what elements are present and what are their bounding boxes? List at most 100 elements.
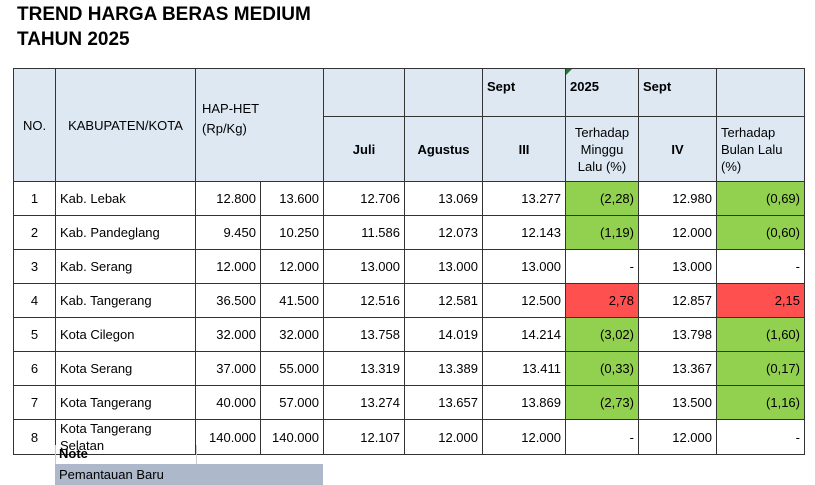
row-het: 55.000 bbox=[260, 351, 324, 386]
row-agustus: 13.069 bbox=[404, 181, 483, 216]
row-hap: 12.800 bbox=[195, 181, 261, 216]
header-hap-label: HAP-HET bbox=[202, 101, 260, 116]
row-change-month: - bbox=[716, 249, 805, 284]
row-juli: 12.706 bbox=[323, 181, 405, 216]
table-row: 6 Kota Serang 37.000 55.000 13.319 13.389 13.4… bbox=[13, 351, 805, 386]
row-name: Kota Tangerang bbox=[55, 385, 196, 420]
row-number: 4 bbox=[13, 283, 56, 318]
row-het: 140.000 bbox=[260, 419, 324, 455]
row-juli: 13.274 bbox=[323, 385, 405, 420]
row-change-week: (0,33) bbox=[565, 351, 639, 386]
row-week4: 12.000 bbox=[638, 215, 717, 250]
row-het: 10.250 bbox=[260, 215, 324, 250]
row-agustus: 13.657 bbox=[404, 385, 483, 420]
page-title: TREND HARGA BERAS MEDIUM TAHUN 2025 bbox=[17, 2, 311, 52]
row-name: Kab. Tangerang bbox=[55, 283, 196, 318]
row-name: Kab. Lebak bbox=[55, 181, 196, 216]
row-number: 5 bbox=[13, 317, 56, 352]
table-row: 8 Kota Tangerang Selatan 140.000 140.000 12.… bbox=[13, 419, 805, 455]
row-change-week: - bbox=[565, 419, 639, 455]
row-hap: 37.000 bbox=[195, 351, 261, 386]
row-hap: 32.000 bbox=[195, 317, 261, 352]
row-week4: 13.367 bbox=[638, 351, 717, 386]
row-week3: 14.214 bbox=[482, 317, 566, 352]
title-line-2: TAHUN 2025 bbox=[17, 29, 130, 50]
table-row: 2 Kab. Pandeglang 9.450 10.250 11.586 12.073 1… bbox=[13, 215, 805, 250]
row-agustus: 12.581 bbox=[404, 283, 483, 318]
row-change-week: (3,02) bbox=[565, 317, 639, 352]
header-minggu-lalu: Terhadap Minggu Lalu (%) bbox=[565, 116, 639, 182]
row-name: Kota Tangerang Selatan bbox=[55, 419, 196, 455]
row-change-month: (0,60) bbox=[716, 215, 805, 250]
header-row-1: NO. KABUPATEN/KOTA HAP-HET (Rp/Kg) Sept … bbox=[13, 68, 805, 182]
header-blank-2 bbox=[404, 68, 483, 117]
row-het: 13.600 bbox=[260, 181, 324, 216]
row-change-month: (1,60) bbox=[716, 317, 805, 352]
row-change-month: - bbox=[716, 419, 805, 455]
header-juli: Juli bbox=[323, 116, 405, 182]
comment-marker bbox=[566, 69, 572, 75]
row-agustus: 13.000 bbox=[404, 249, 483, 284]
row-number: 3 bbox=[13, 249, 56, 284]
header-blank-3 bbox=[716, 68, 805, 117]
row-name: Kota Cilegon bbox=[55, 317, 196, 352]
row-week3: 13.000 bbox=[482, 249, 566, 284]
row-week3: 12.500 bbox=[482, 283, 566, 318]
row-week3: 13.411 bbox=[482, 351, 566, 386]
header-year: 2025 bbox=[565, 68, 639, 117]
header-hap-het: HAP-HET (Rp/Kg) bbox=[195, 68, 324, 182]
header-week3: III bbox=[482, 116, 566, 182]
row-het: 32.000 bbox=[260, 317, 324, 352]
row-juli: 11.586 bbox=[323, 215, 405, 250]
row-week4: 12.000 bbox=[638, 419, 717, 455]
row-change-month: (1,16) bbox=[716, 385, 805, 420]
row-het: 57.000 bbox=[260, 385, 324, 420]
row-change-week: (2,28) bbox=[565, 181, 639, 216]
header-kabupaten: KABUPATEN/KOTA bbox=[55, 68, 196, 182]
row-week4: 13.000 bbox=[638, 249, 717, 284]
header-year-label: 2025 bbox=[570, 79, 599, 94]
row-change-month: 2,15 bbox=[716, 283, 805, 318]
row-week3: 13.869 bbox=[482, 385, 566, 420]
row-juli: 12.516 bbox=[323, 283, 405, 318]
row-week4: 12.857 bbox=[638, 283, 717, 318]
row-name: Kota Serang bbox=[55, 351, 196, 386]
row-het: 12.000 bbox=[260, 249, 324, 284]
row-juli: 13.319 bbox=[323, 351, 405, 386]
table-row: 5 Kota Cilegon 32.000 32.000 13.758 14.019 14.… bbox=[13, 317, 805, 352]
header-bulan-lalu: Terhadap Bulan Lalu (%) bbox=[716, 116, 805, 182]
row-number: 1 bbox=[13, 181, 56, 216]
row-name: Kab. Pandeglang bbox=[55, 215, 196, 250]
title-line-1: TREND HARGA BERAS MEDIUM bbox=[17, 4, 311, 25]
row-agustus: 13.389 bbox=[404, 351, 483, 386]
row-name: Kab. Serang bbox=[55, 249, 196, 284]
row-number: 7 bbox=[13, 385, 56, 420]
row-change-week: - bbox=[565, 249, 639, 284]
row-juli: 13.758 bbox=[323, 317, 405, 352]
row-week3: 12.000 bbox=[482, 419, 566, 455]
row-week3: 13.277 bbox=[482, 181, 566, 216]
legend-label: Pemantauan Baru bbox=[59, 467, 164, 482]
row-number: 6 bbox=[13, 351, 56, 386]
row-agustus: 12.073 bbox=[404, 215, 483, 250]
row-change-week: (1,19) bbox=[565, 215, 639, 250]
row-change-week: (2,73) bbox=[565, 385, 639, 420]
header-no: NO. bbox=[13, 68, 56, 182]
legend-pemantauan-baru: Pemantauan Baru bbox=[55, 464, 323, 485]
table-row: 3 Kab. Serang 12.000 12.000 13.000 13.000 13.0… bbox=[13, 249, 805, 284]
row-week4: 13.500 bbox=[638, 385, 717, 420]
row-hap: 9.450 bbox=[195, 215, 261, 250]
header-agustus: Agustus bbox=[404, 116, 483, 182]
row-hap: 140.000 bbox=[195, 419, 261, 455]
header-week4: IV bbox=[638, 116, 717, 182]
row-number: 8 bbox=[13, 419, 56, 455]
row-hap: 36.500 bbox=[195, 283, 261, 318]
row-hap: 12.000 bbox=[195, 249, 261, 284]
header-hap-unit: (Rp/Kg) bbox=[202, 121, 247, 136]
table-row: 7 Kota Tangerang 40.000 57.000 13.274 13.657 1… bbox=[13, 385, 805, 420]
row-het: 41.500 bbox=[260, 283, 324, 318]
row-change-month: (0,17) bbox=[716, 351, 805, 386]
header-sept-a: Sept bbox=[482, 68, 566, 117]
row-juli: 13.000 bbox=[323, 249, 405, 284]
header-blank-1 bbox=[323, 68, 405, 117]
